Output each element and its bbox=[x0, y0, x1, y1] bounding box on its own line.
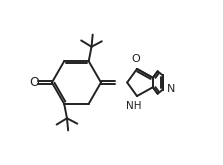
Text: O: O bbox=[131, 54, 140, 64]
Text: NH: NH bbox=[126, 101, 141, 111]
Text: O: O bbox=[29, 76, 39, 89]
Text: N: N bbox=[167, 84, 176, 94]
